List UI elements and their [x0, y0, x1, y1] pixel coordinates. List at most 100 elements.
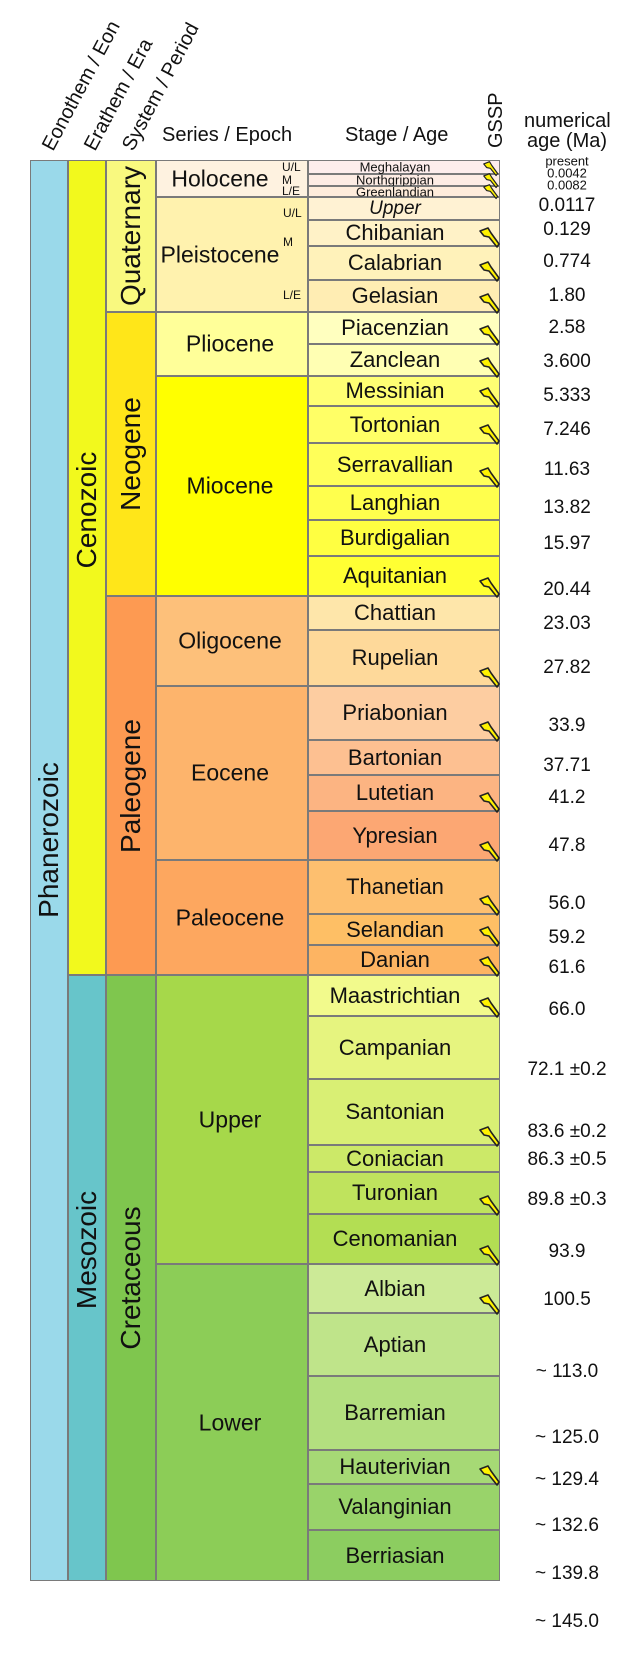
stage-cell — [308, 1079, 500, 1145]
stage-cell — [308, 280, 500, 312]
stage-cell — [308, 486, 500, 520]
numerical-age-label: ~ 113.0 — [535, 1361, 599, 1382]
numerical-age-label: 7.246 — [543, 419, 591, 440]
stage-cell — [308, 811, 500, 860]
pleistocene-subdivision-label: M — [283, 235, 293, 249]
stage-label: Cenomanian — [332, 1226, 458, 1251]
numerical-age-label: 1.80 — [548, 285, 586, 306]
numerical-age-label: 86.3 ±0.5 — [527, 1149, 607, 1170]
gssp-spike-icon — [479, 261, 500, 282]
period-cell — [106, 975, 156, 1581]
stage-cell — [308, 740, 500, 775]
stage-label: Selandian — [346, 916, 444, 942]
epoch-label: Oligocene — [178, 627, 282, 654]
stage-cell — [308, 406, 500, 443]
gssp-spike-icon — [479, 997, 500, 1018]
numerical-age-label: 0.0042 — [547, 165, 587, 181]
stage-label: Maastrichtian — [329, 982, 461, 1008]
numerical-age-label: 11.63 — [543, 459, 591, 480]
header-gssp: GSSP — [485, 92, 507, 148]
numerical-age-label: 37.71 — [543, 755, 591, 776]
period-label: Cretaceous — [115, 1206, 146, 1350]
stage-cell — [308, 197, 500, 220]
stage-cell — [308, 630, 500, 686]
stage-label: Chattian — [354, 600, 436, 625]
stage-label: Tortonian — [349, 411, 441, 437]
period-label: Quaternary — [115, 165, 146, 307]
stage-cell — [308, 945, 500, 975]
eon-label: Phanerozoic — [33, 762, 64, 918]
period-cell — [106, 596, 156, 975]
stage-cell — [308, 520, 500, 556]
stage-cell — [308, 312, 500, 344]
era-label: Cenozoic — [71, 451, 102, 569]
stage-label: Berriasian — [345, 1542, 445, 1568]
numerical-age-label: 61.6 — [548, 957, 586, 978]
header-epoch: Series / Epoch — [162, 124, 293, 146]
header-stage: Stage / Age — [345, 124, 449, 146]
era-label: Mesozoic — [71, 1190, 102, 1310]
numerical-age-label: ~ 125.0 — [535, 1427, 599, 1448]
stage-label: Burdigalian — [339, 525, 451, 550]
stage-cell — [308, 186, 500, 197]
gssp-spike-icon — [483, 173, 499, 189]
gssp-spike-icon — [479, 841, 500, 862]
numerical-age-label: 0.129 — [543, 219, 591, 240]
stage-label: Turonian — [351, 1180, 439, 1205]
gssp-spike-icon — [479, 926, 500, 947]
epoch-label: Miocene — [186, 472, 274, 499]
stage-label: Santonian — [345, 1099, 445, 1124]
numerical-age-label: 72.1 ±0.2 — [527, 1059, 607, 1080]
stage-label: Danian — [360, 947, 430, 972]
stage-cell — [308, 443, 500, 486]
stage-label: Albian — [364, 1275, 426, 1301]
stage-label: Barremian — [344, 1400, 446, 1425]
stage-cell — [308, 775, 500, 811]
stage-cell — [308, 376, 500, 406]
stage-cell — [308, 914, 500, 945]
gssp-spike-icon — [479, 1245, 500, 1266]
numerical-age-label: 20.44 — [543, 579, 591, 600]
epoch-label: Eocene — [190, 759, 270, 786]
numerical-age-label: 27.82 — [543, 657, 591, 678]
stage-cell — [308, 1264, 500, 1313]
stage-cell — [308, 596, 500, 630]
numerical-age-label: 2.58 — [548, 317, 586, 338]
numerical-age-label: ~ 145.0 — [535, 1611, 599, 1632]
gssp-spike-icon — [479, 293, 500, 314]
holocene-subdivision-label: M — [282, 173, 292, 187]
stage-label: Northgrippian — [355, 172, 435, 188]
stage-cell — [308, 1530, 500, 1581]
era-cell — [68, 160, 106, 975]
gssp-spike-icon — [479, 227, 500, 248]
numerical-age-label: present — [545, 153, 589, 169]
gssp-spike-icon — [479, 895, 500, 916]
epoch-cell — [156, 975, 308, 1264]
stage-cell — [308, 1214, 500, 1264]
numerical-age-label: ~ 129.4 — [535, 1469, 599, 1490]
stage-label: Bartonian — [347, 744, 443, 770]
numerical-age-label: 66.0 — [548, 999, 586, 1020]
stage-cell — [308, 860, 500, 914]
eon-cell — [30, 160, 68, 1581]
numerical-age-label: 0.0082 — [547, 177, 587, 193]
gssp-spike-icon — [479, 357, 500, 378]
epoch-label: Paleocene — [175, 904, 285, 930]
era-cell — [68, 975, 106, 1581]
numerical-age-label: 15.97 — [543, 533, 591, 554]
stage-label: Coniacian — [346, 1145, 444, 1171]
numerical-age-label: 93.9 — [548, 1241, 586, 1262]
stage-cell — [308, 975, 500, 1016]
gssp-spike-icon — [479, 956, 500, 977]
stage-label: Zanclean — [349, 347, 441, 372]
numerical-age-label: 23.03 — [543, 613, 591, 634]
gssp-spike-icon — [479, 424, 500, 445]
stage-label: Ypresian — [352, 822, 438, 848]
epoch-cell — [156, 860, 308, 975]
stage-cell — [308, 174, 500, 186]
gssp-spike-icon — [483, 161, 499, 177]
stage-cell — [308, 246, 500, 280]
gssp-spike-icon — [479, 325, 500, 346]
stage-label: Rupelian — [351, 645, 439, 670]
epoch-label: Pleistocene — [160, 241, 280, 267]
